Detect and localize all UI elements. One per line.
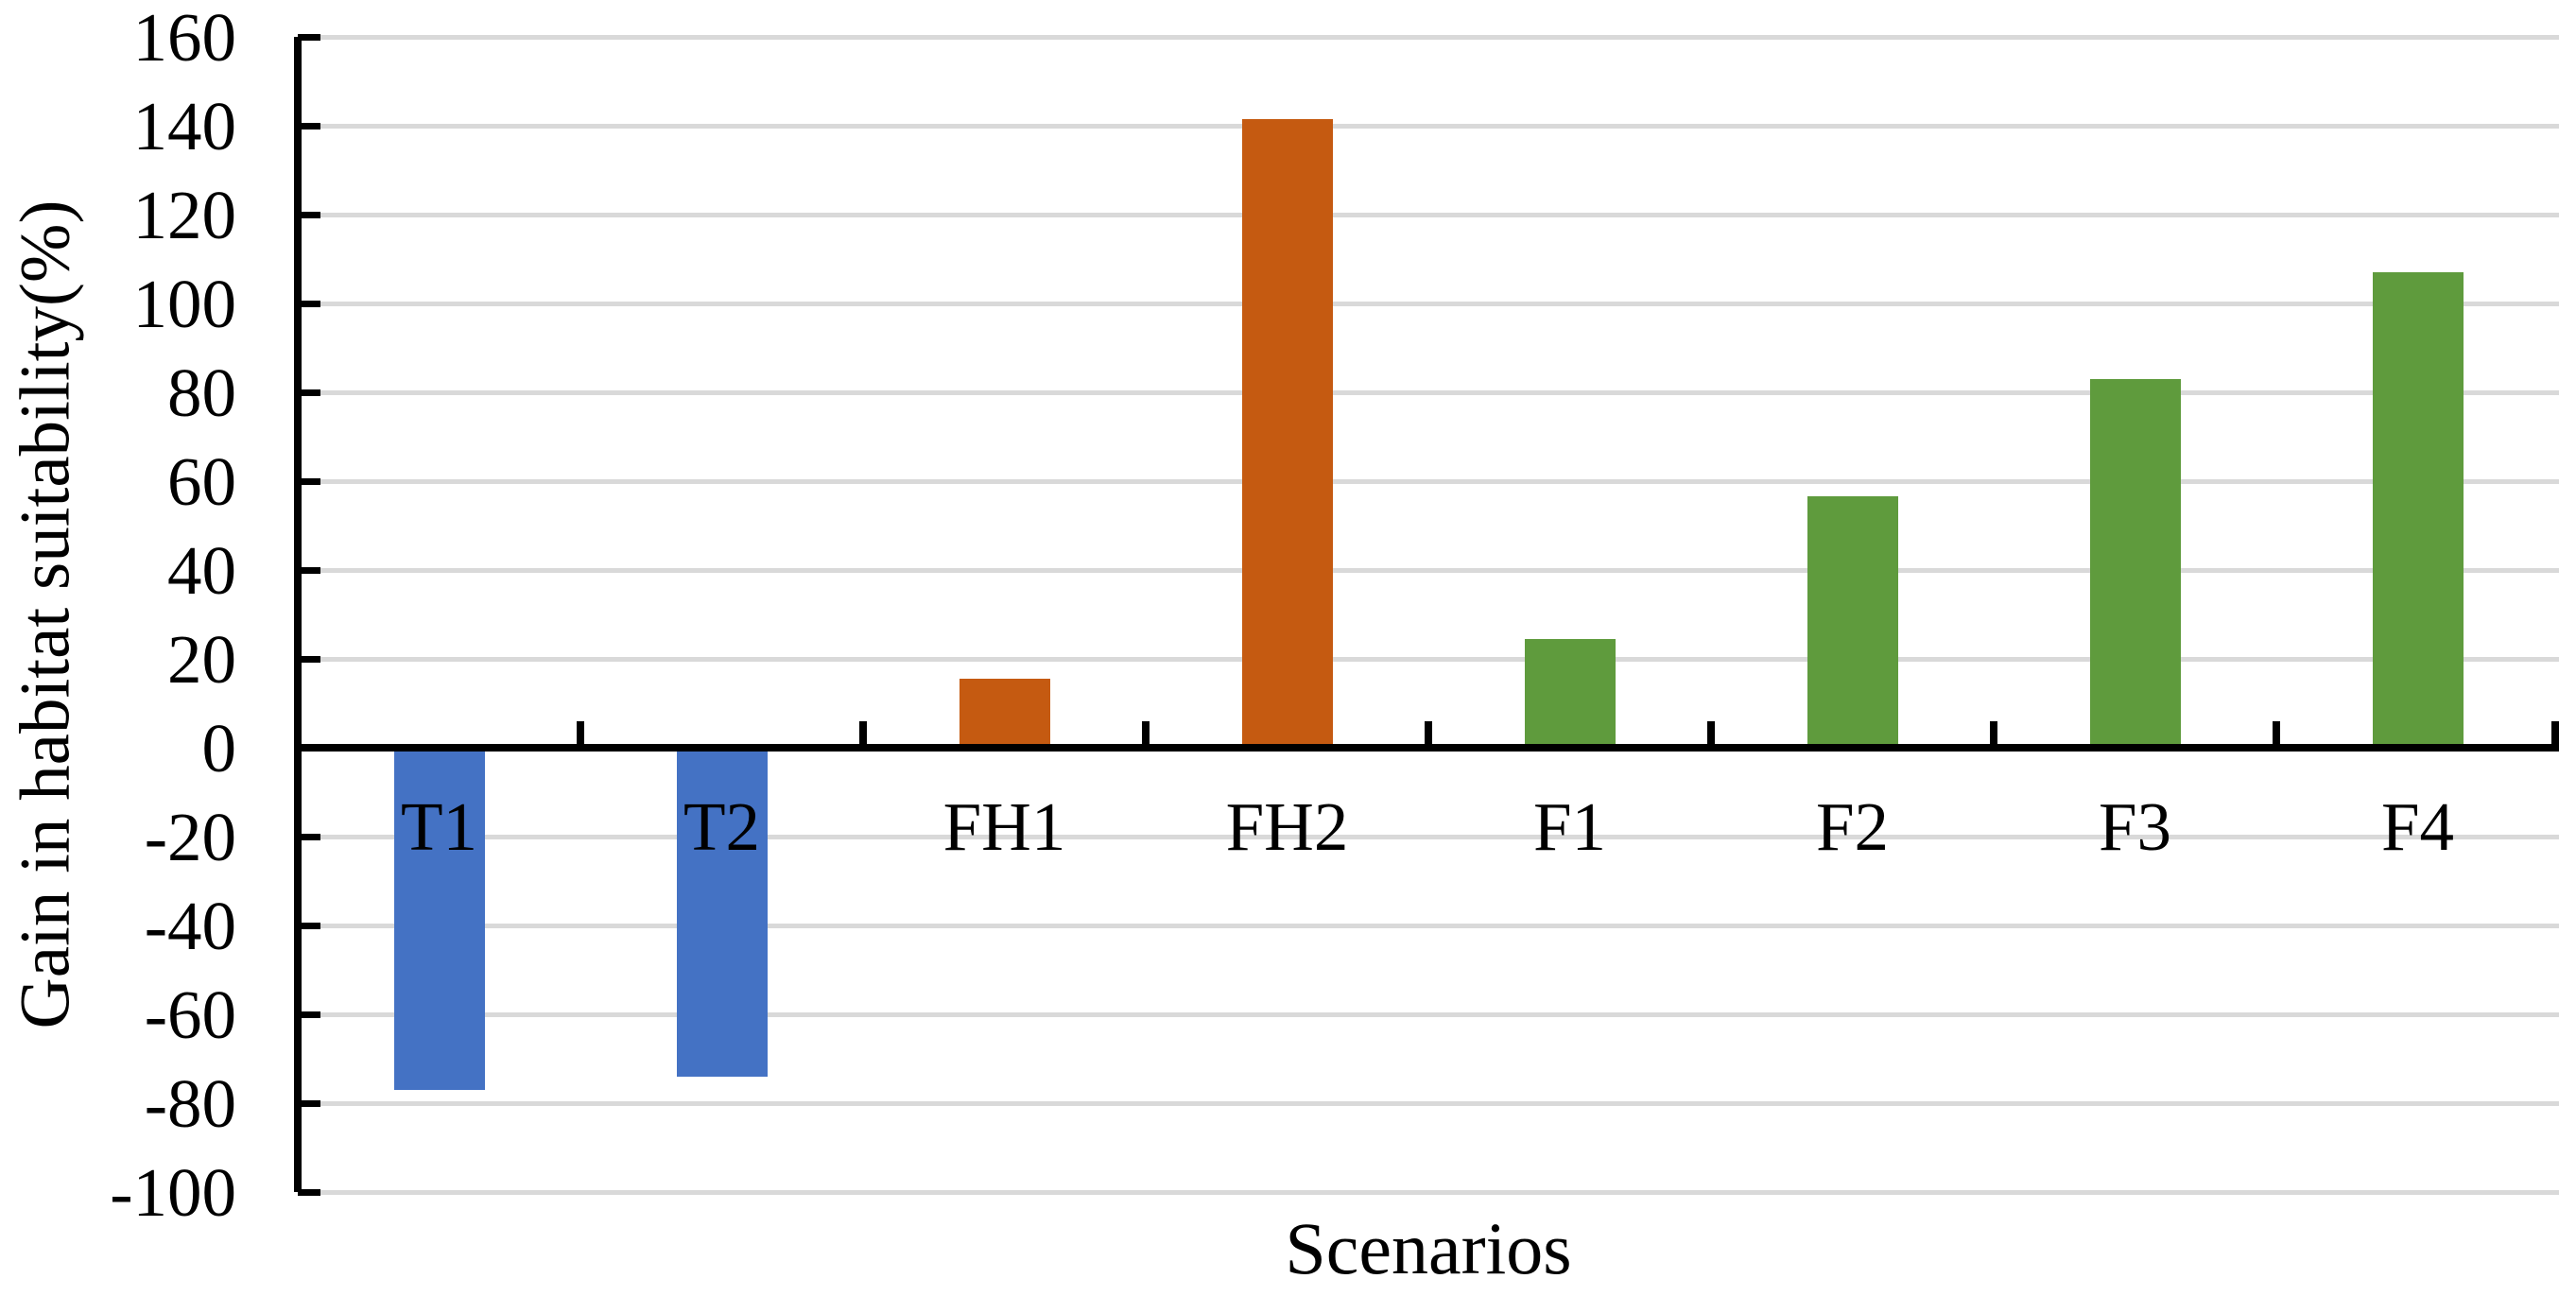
gridline xyxy=(298,1011,2559,1017)
bar-f1 xyxy=(1524,638,1616,748)
y-tick-label: 0 xyxy=(201,710,237,786)
x-axis-tick xyxy=(1142,721,1150,744)
gridline xyxy=(298,1100,2559,1106)
x-category-label: FH1 xyxy=(942,788,1066,865)
x-category-label: T1 xyxy=(400,788,478,865)
x-axis-tick xyxy=(1425,721,1432,744)
bar-fh2 xyxy=(1241,118,1333,748)
x-category-label: FH2 xyxy=(1225,788,1349,865)
gridline xyxy=(298,567,2559,573)
y-tick-label: -20 xyxy=(144,799,236,875)
gridline xyxy=(298,123,2559,129)
y-axis-tick xyxy=(298,1188,320,1196)
y-axis-tick xyxy=(298,566,320,574)
x-category-label: F3 xyxy=(2098,788,2172,865)
x-axis-tick xyxy=(1990,721,1997,744)
y-axis-tick xyxy=(298,1011,320,1018)
y-tick-label: 80 xyxy=(167,354,236,431)
gridline xyxy=(298,478,2559,484)
y-axis-tick xyxy=(298,122,320,130)
y-tick-label: 160 xyxy=(132,0,237,76)
y-axis-title: Gain in habitat suitability(%) xyxy=(6,199,85,1029)
y-axis-tick xyxy=(298,1099,320,1107)
x-axis-title: Scenarios xyxy=(1285,1207,1572,1289)
gridline xyxy=(298,301,2559,306)
gridline xyxy=(298,389,2559,395)
bar-fh1 xyxy=(959,679,1050,748)
y-tick-label: 60 xyxy=(167,443,236,520)
x-axis-tick xyxy=(859,721,867,744)
x-axis-line xyxy=(298,744,2559,752)
x-category-label: F4 xyxy=(2380,788,2455,865)
bar-f3 xyxy=(2089,378,2181,748)
y-tick-label: -80 xyxy=(144,1065,236,1142)
y-axis-tick xyxy=(298,833,320,840)
x-category-label: F2 xyxy=(1815,788,1890,865)
y-tick-label: 120 xyxy=(132,177,237,253)
y-tick-label: 40 xyxy=(167,532,236,609)
x-axis-tick xyxy=(2273,721,2280,744)
y-axis-tick xyxy=(298,33,320,41)
x-axis-tick xyxy=(577,721,584,744)
y-axis-tick xyxy=(298,655,320,663)
gridline xyxy=(298,212,2559,217)
y-axis-line xyxy=(294,37,302,1192)
y-axis-tick xyxy=(298,389,320,396)
x-category-label: F1 xyxy=(1532,788,1607,865)
y-tick-label: 20 xyxy=(167,621,236,698)
gridline xyxy=(298,656,2559,662)
gridline xyxy=(298,34,2559,40)
bar-t2 xyxy=(676,748,768,1077)
y-axis-tick xyxy=(298,300,320,307)
y-axis-tick xyxy=(298,211,320,218)
bar-f4 xyxy=(2372,272,2464,748)
x-axis-tick xyxy=(2551,721,2559,744)
y-tick-label: 100 xyxy=(132,266,237,342)
x-category-label: T2 xyxy=(683,788,761,865)
gridline xyxy=(298,1189,2559,1195)
gridline xyxy=(298,923,2559,928)
y-axis-tick xyxy=(298,922,320,929)
y-axis-tick xyxy=(298,477,320,485)
gridline xyxy=(298,834,2559,839)
y-tick-label: -40 xyxy=(144,888,236,964)
bar-f2 xyxy=(1807,496,1898,748)
y-tick-label: 140 xyxy=(132,88,237,164)
y-axis-tick xyxy=(298,744,320,752)
y-tick-label: -100 xyxy=(110,1154,236,1231)
bar-t1 xyxy=(393,748,485,1090)
x-axis-tick xyxy=(1707,721,1715,744)
y-tick-label: -60 xyxy=(144,976,236,1053)
